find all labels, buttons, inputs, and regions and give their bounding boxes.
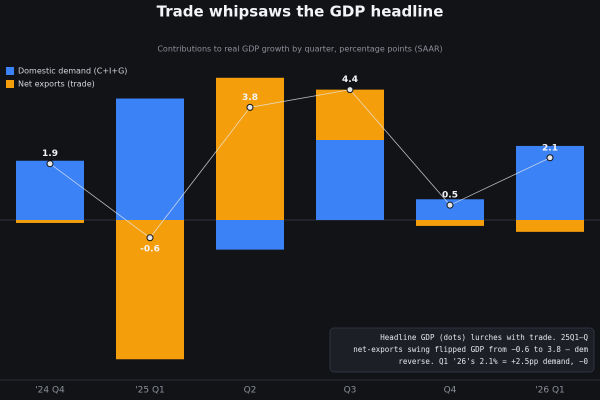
headline-dot <box>246 103 254 111</box>
annotation-box <box>329 327 595 373</box>
bar-segment <box>416 220 484 226</box>
value-label: -0.6 <box>140 244 160 254</box>
bar-segment <box>516 220 584 232</box>
headline-dot <box>46 160 54 168</box>
bar-segment <box>216 77 284 221</box>
x-tick-label: '25 Q1 <box>135 386 165 396</box>
legend-label: Net exports (trade) <box>18 80 95 89</box>
chart-title: Trade whipsaws the GDP headline <box>157 3 444 21</box>
bar-segment <box>16 160 84 220</box>
legend-swatch <box>6 80 14 88</box>
bar-segment <box>316 89 384 140</box>
headline-dot <box>346 86 354 94</box>
x-tick-label: Q3 <box>344 386 357 396</box>
value-label: 2.1 <box>542 143 558 153</box>
x-tick-label: '24 Q4 <box>35 386 65 396</box>
legend-label: Domestic demand (C+I+G) <box>18 67 127 76</box>
bar-segment <box>416 199 484 220</box>
headline-dot <box>446 201 454 209</box>
value-label: 1.9 <box>42 149 58 159</box>
bar-segment <box>16 220 84 223</box>
value-label: 4.4 <box>342 75 358 85</box>
headline-line <box>49 89 551 239</box>
bar-segment <box>116 98 184 220</box>
x-tick-label: Q4 <box>444 386 457 396</box>
bar-segment <box>316 140 384 220</box>
annotation-text: net-exports swing flipped GDP from −0.6 … <box>353 345 588 354</box>
bar-segment <box>116 220 184 360</box>
annotation-text: reverse. Q1 '26's 2.1% = +2.5pp demand, … <box>398 357 588 366</box>
value-label: 3.8 <box>242 93 258 103</box>
headline-dot <box>546 154 554 162</box>
headline-dot <box>146 234 154 242</box>
x-tick-label: '26 Q1 <box>535 386 565 396</box>
x-tick-label: Q2 <box>244 386 257 396</box>
legend-swatch <box>6 67 14 75</box>
bar-segment <box>216 220 284 250</box>
value-label: 0.5 <box>442 191 458 201</box>
annotation-text: Headline GDP (dots) lurches with trade. … <box>380 333 588 342</box>
chart-subtitle: Contributions to real GDP growth by quar… <box>157 45 442 54</box>
